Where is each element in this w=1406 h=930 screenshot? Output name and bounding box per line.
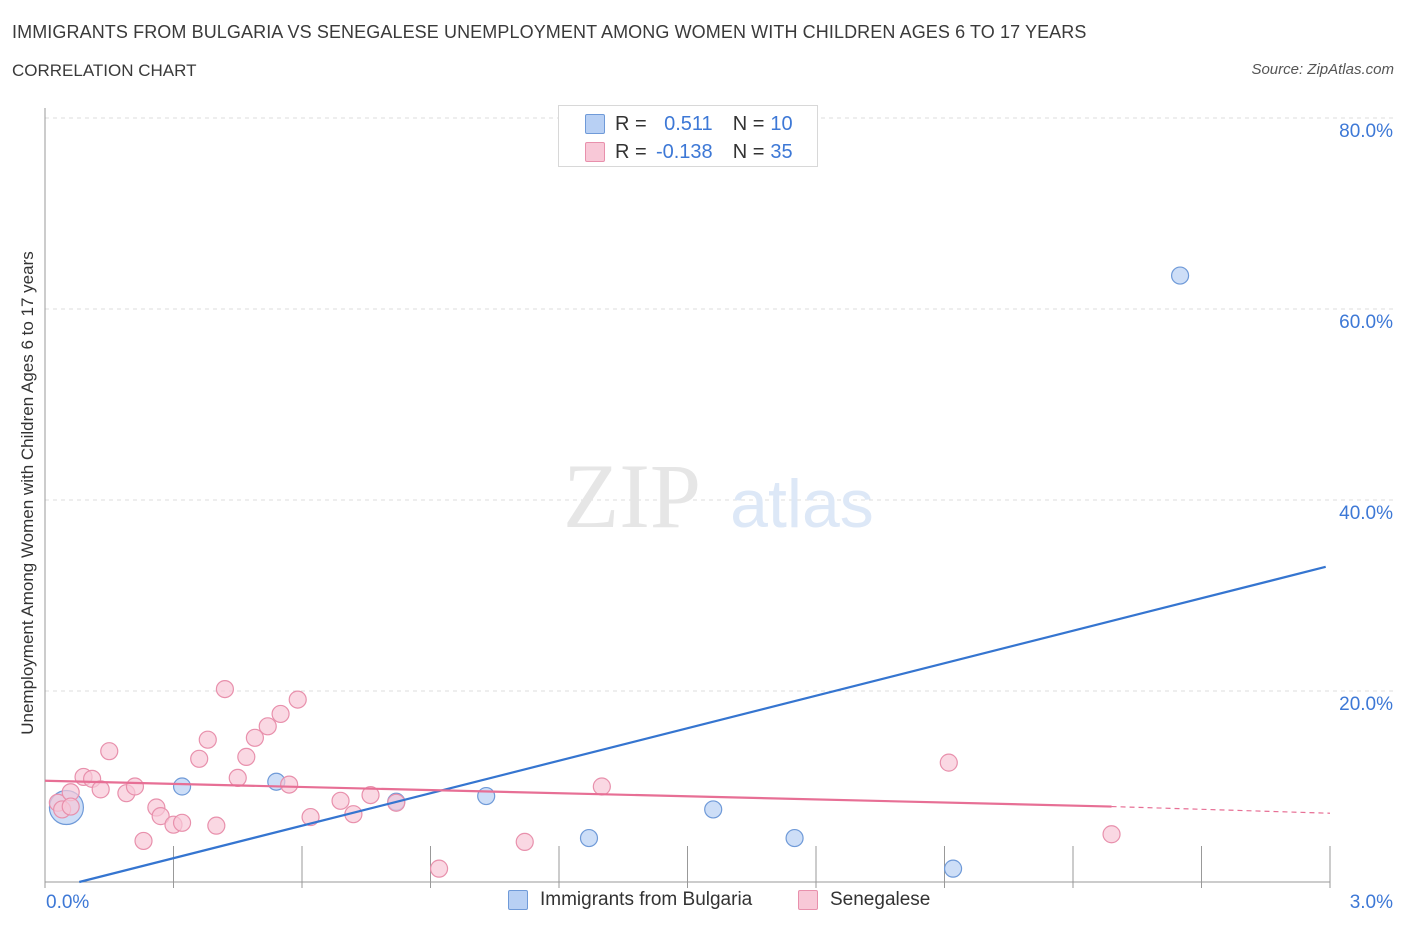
legend-item-bulgaria[interactable]: Immigrants from Bulgaria — [508, 889, 752, 911]
bulgaria-legend-swatch — [508, 890, 528, 910]
watermark-atlas: atlas — [730, 466, 874, 542]
points-layer — [48, 266, 1190, 878]
senegalese-point — [258, 717, 277, 736]
senegalese-point — [280, 775, 299, 794]
stats-row-senegalese: R = -0.138 N = 35 — [585, 139, 800, 165]
stats-row-bulgaria: R = 0.511 N = 10 — [585, 111, 800, 137]
senegalese-trendline — [44, 779, 1112, 808]
senegalese-legend-swatch — [798, 890, 818, 910]
source-label: Source: ZipAtlas.com — [1251, 61, 1394, 78]
bulgaria-point — [943, 859, 963, 878]
senegalese-point — [91, 780, 110, 799]
senegalese-point — [172, 813, 192, 832]
senegalese-point — [237, 747, 256, 766]
bulgaria-trendline — [78, 565, 1326, 884]
senegalese-point — [190, 749, 209, 768]
y-axis-label: Unemployment Among Women with Children A… — [18, 251, 37, 735]
senegalese-point — [939, 753, 958, 772]
senegalese-point — [245, 728, 264, 747]
watermark-zip: ZIP — [563, 445, 701, 547]
senegalese-point — [125, 777, 145, 796]
bulgaria-point — [785, 828, 804, 848]
y-tick-label: 80.0% — [1339, 121, 1393, 142]
x-tick-label-min: 0.0% — [46, 892, 89, 913]
r-label: R = — [615, 112, 647, 135]
senegalese-point — [151, 807, 170, 826]
watermark: ZIP atlas — [563, 445, 874, 547]
senegalese-point — [1102, 825, 1121, 844]
r-value-bulgaria: 0.511 — [664, 112, 713, 135]
chart-title: IMMIGRANTS FROM BULGARIA VS SENEGALESE U… — [12, 22, 1087, 42]
senegalese-point — [592, 777, 611, 796]
bulgaria-point — [1170, 266, 1190, 285]
stats-legend: R = 0.511 N = 10 R = -0.138 N = 35 — [558, 105, 818, 167]
trend-layer — [44, 565, 1331, 884]
senegalese-point — [515, 832, 534, 851]
legend-label-bulgaria: Immigrants from Bulgaria — [540, 889, 753, 910]
senegalese-point — [429, 859, 449, 878]
n-value-bulgaria: 10 — [770, 112, 793, 135]
senegalese-point — [271, 704, 290, 724]
n-label: N = — [732, 140, 765, 163]
legend-item-senegalese[interactable]: Senegalese — [798, 889, 930, 911]
senegalese-point — [198, 730, 217, 749]
y-tick-label: 20.0% — [1339, 694, 1393, 715]
y-tick-label: 60.0% — [1339, 312, 1393, 333]
senegalese-point — [61, 797, 80, 816]
senegalese-point — [361, 785, 380, 805]
legend-label-senegalese: Senegalese — [830, 889, 931, 910]
x-tick-label-max: 3.0% — [1350, 892, 1393, 913]
r-value-senegalese: -0.138 — [655, 140, 713, 163]
chart-subtitle: CORRELATION CHART — [12, 61, 197, 80]
senegalese-point — [331, 791, 350, 810]
bulgaria-point — [172, 777, 192, 796]
y-tick-label: 40.0% — [1339, 503, 1393, 524]
n-value-senegalese: 35 — [770, 140, 793, 163]
grid-layer — [45, 117, 1395, 692]
bulgaria-swatch — [585, 114, 605, 134]
senegalese-point — [215, 679, 234, 699]
senegalese-point — [207, 816, 226, 835]
ticklabel-layer: 20.0% 40.0% 60.0% 80.0% 0.0% 3.0% — [46, 121, 1393, 913]
bulgaria-point — [477, 786, 496, 806]
senegalese-point — [228, 768, 247, 788]
senegalese-point — [134, 831, 153, 851]
senegalese-point — [288, 690, 307, 709]
bulgaria-point — [704, 800, 723, 819]
r-label: R = — [615, 140, 647, 163]
bulgaria-point — [579, 828, 599, 848]
senegalese-swatch — [585, 142, 605, 162]
senegalese-point — [100, 742, 119, 761]
series-legend: Immigrants from Bulgaria Senegalese — [0, 889, 1406, 917]
axis-layer — [44, 108, 1331, 888]
n-label: N = — [732, 112, 765, 135]
senegalese-trendline-extension — [1111, 805, 1331, 814]
